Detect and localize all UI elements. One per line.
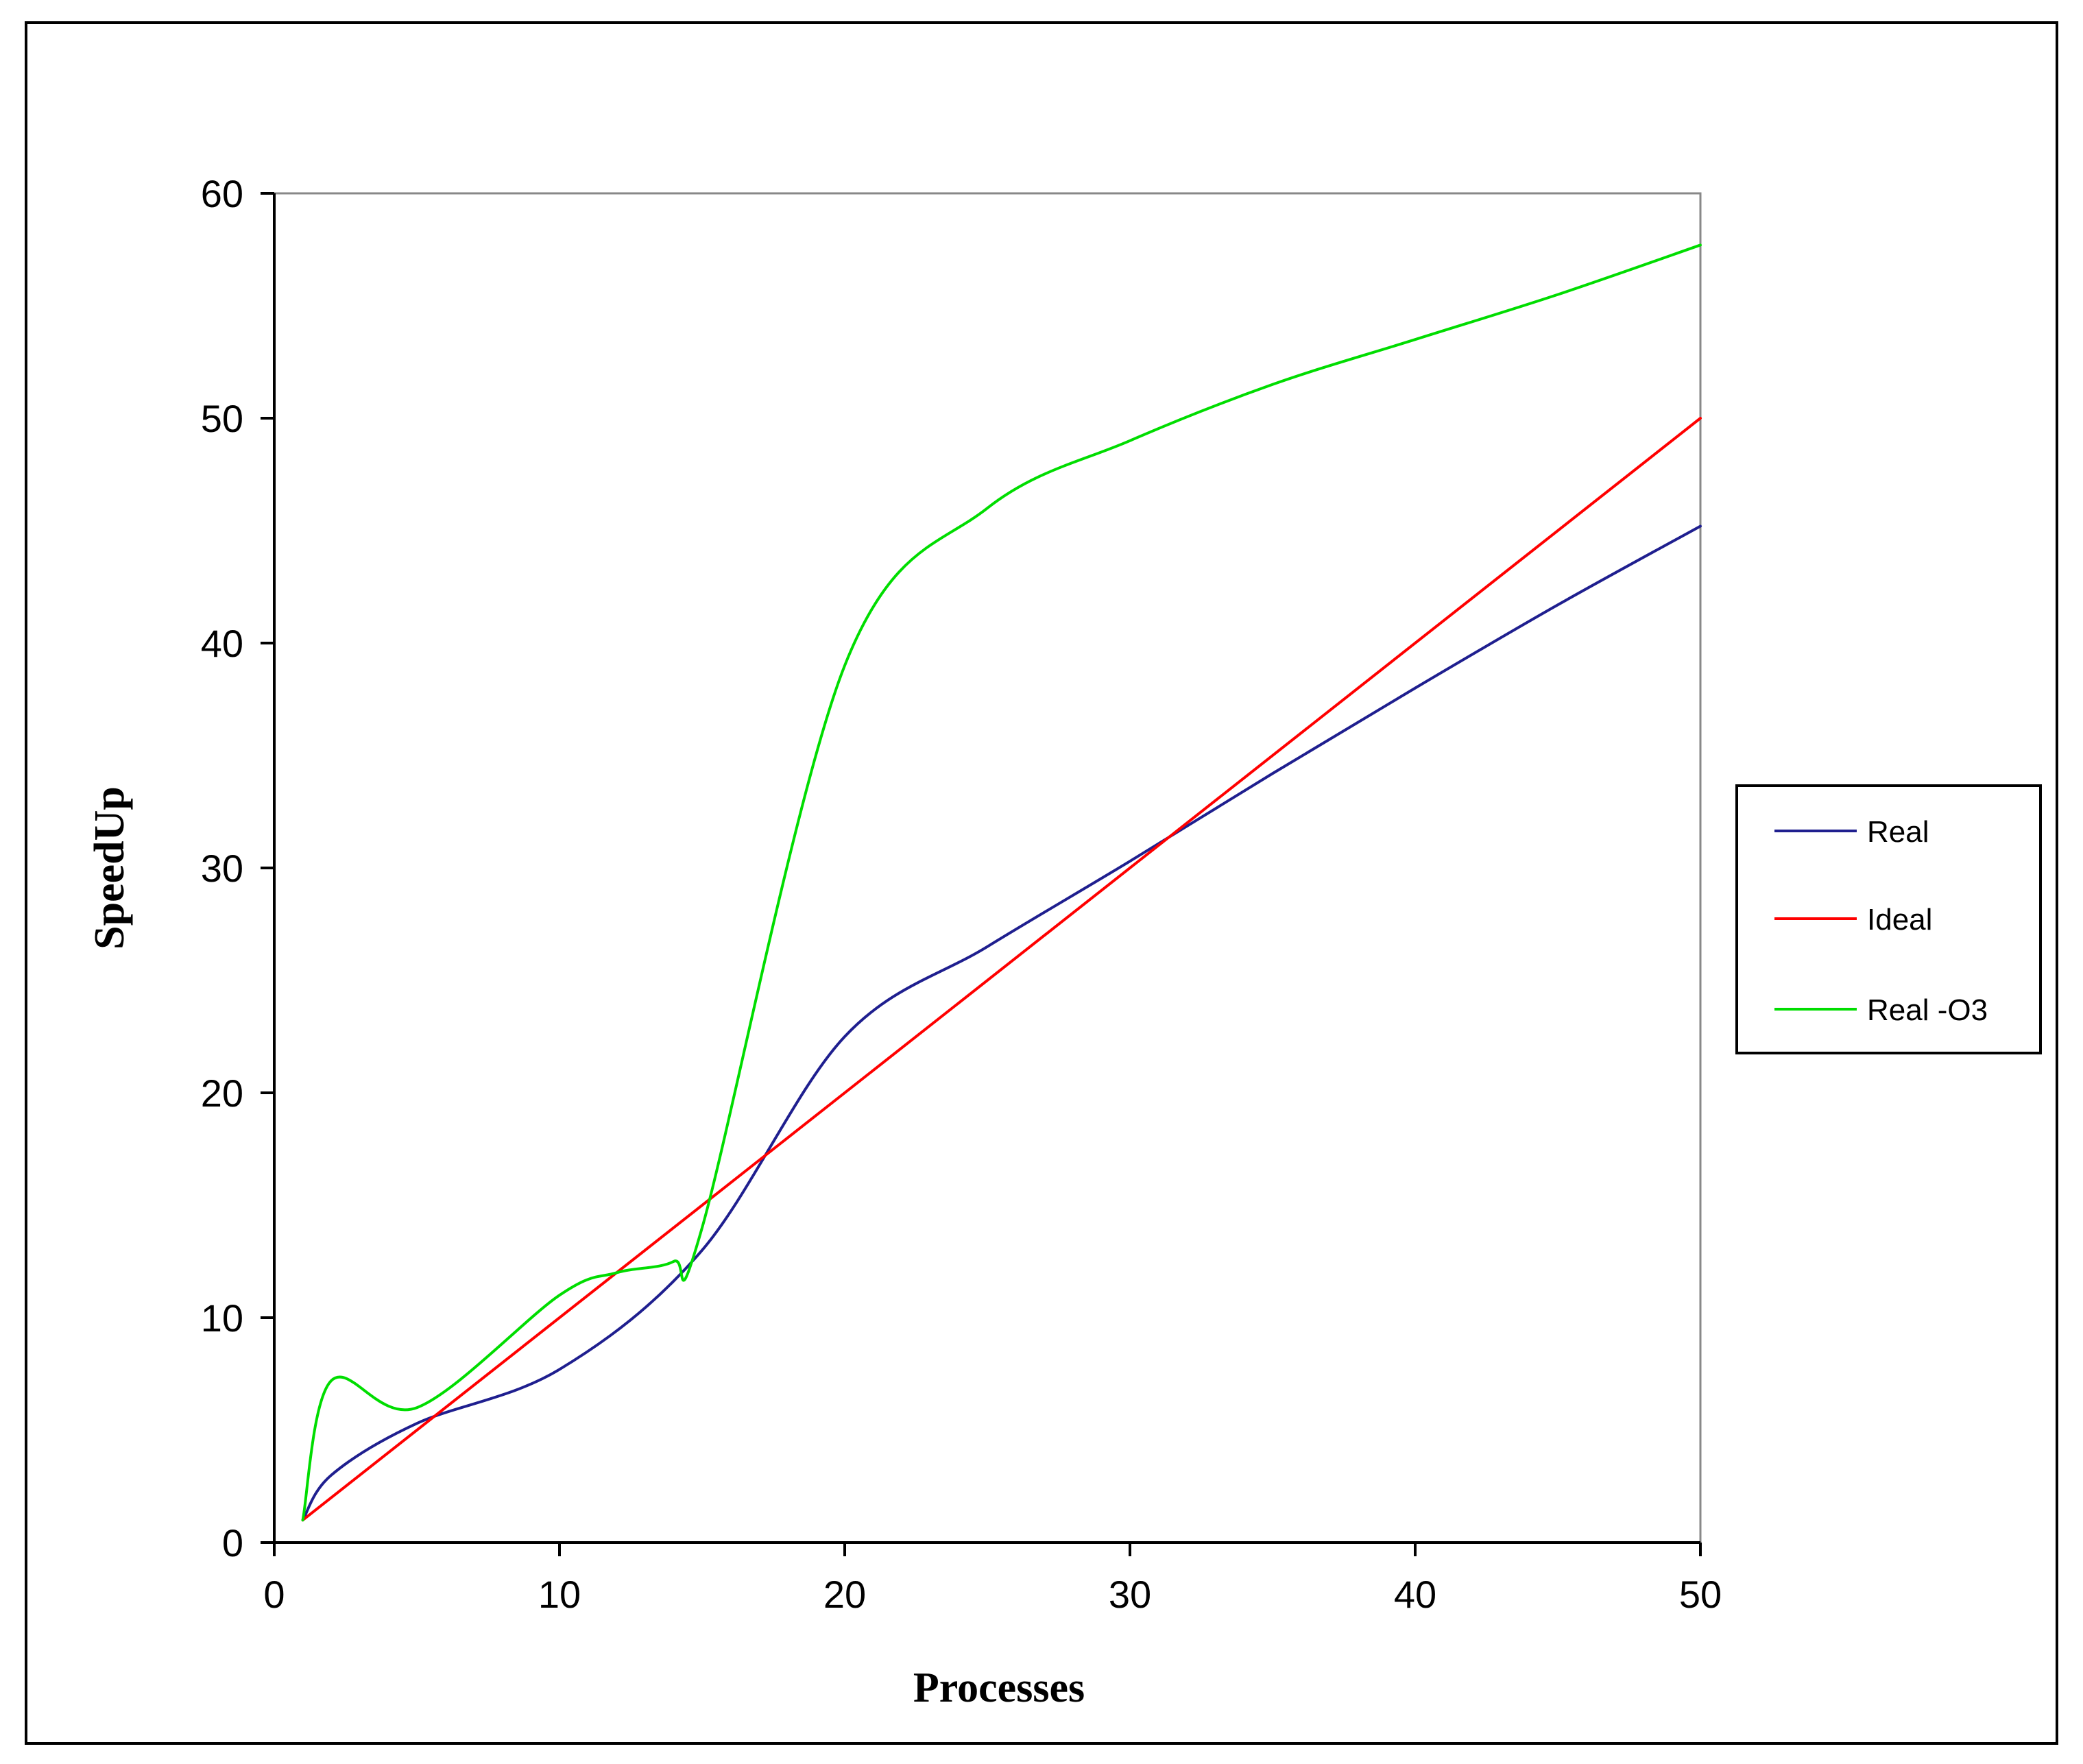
y-tick-label: 0 [222,1521,243,1564]
y-axis-title: SpeedUp [86,786,133,950]
y-tick-label: 20 [201,1072,243,1115]
legend-label-ideal: Ideal [1867,903,1932,937]
x-tick-label: 0 [263,1573,285,1616]
x-tick-label: 40 [1394,1573,1436,1616]
x-tick-label: 30 [1109,1573,1151,1616]
series-line-ideal [301,417,1702,1522]
x-tick-label: 50 [1679,1573,1722,1616]
series-line-real [301,524,1702,1522]
legend-label-real: Real [1867,815,1929,849]
y-tick-label: 60 [201,172,243,215]
y-tick-label: 10 [201,1296,243,1340]
y-tick-label: 50 [201,397,243,440]
legend-label-real-o3: Real -O3 [1867,993,1988,1027]
plot-area [273,192,1702,1544]
axis-ticks: 0 10 20 30 40 50 0 10 20 30 40 50 60 [201,172,1722,1616]
x-tick-label: 20 [823,1573,866,1616]
x-tick-label: 10 [538,1573,581,1616]
y-tick-label: 30 [201,847,243,890]
series-line-real-o3 [301,243,1702,1522]
x-axis-title: Processes [913,1665,1085,1711]
series-layer [301,243,1702,1522]
legend: Real Ideal Real -O3 [1735,784,2042,1054]
y-tick-label: 40 [201,622,243,665]
